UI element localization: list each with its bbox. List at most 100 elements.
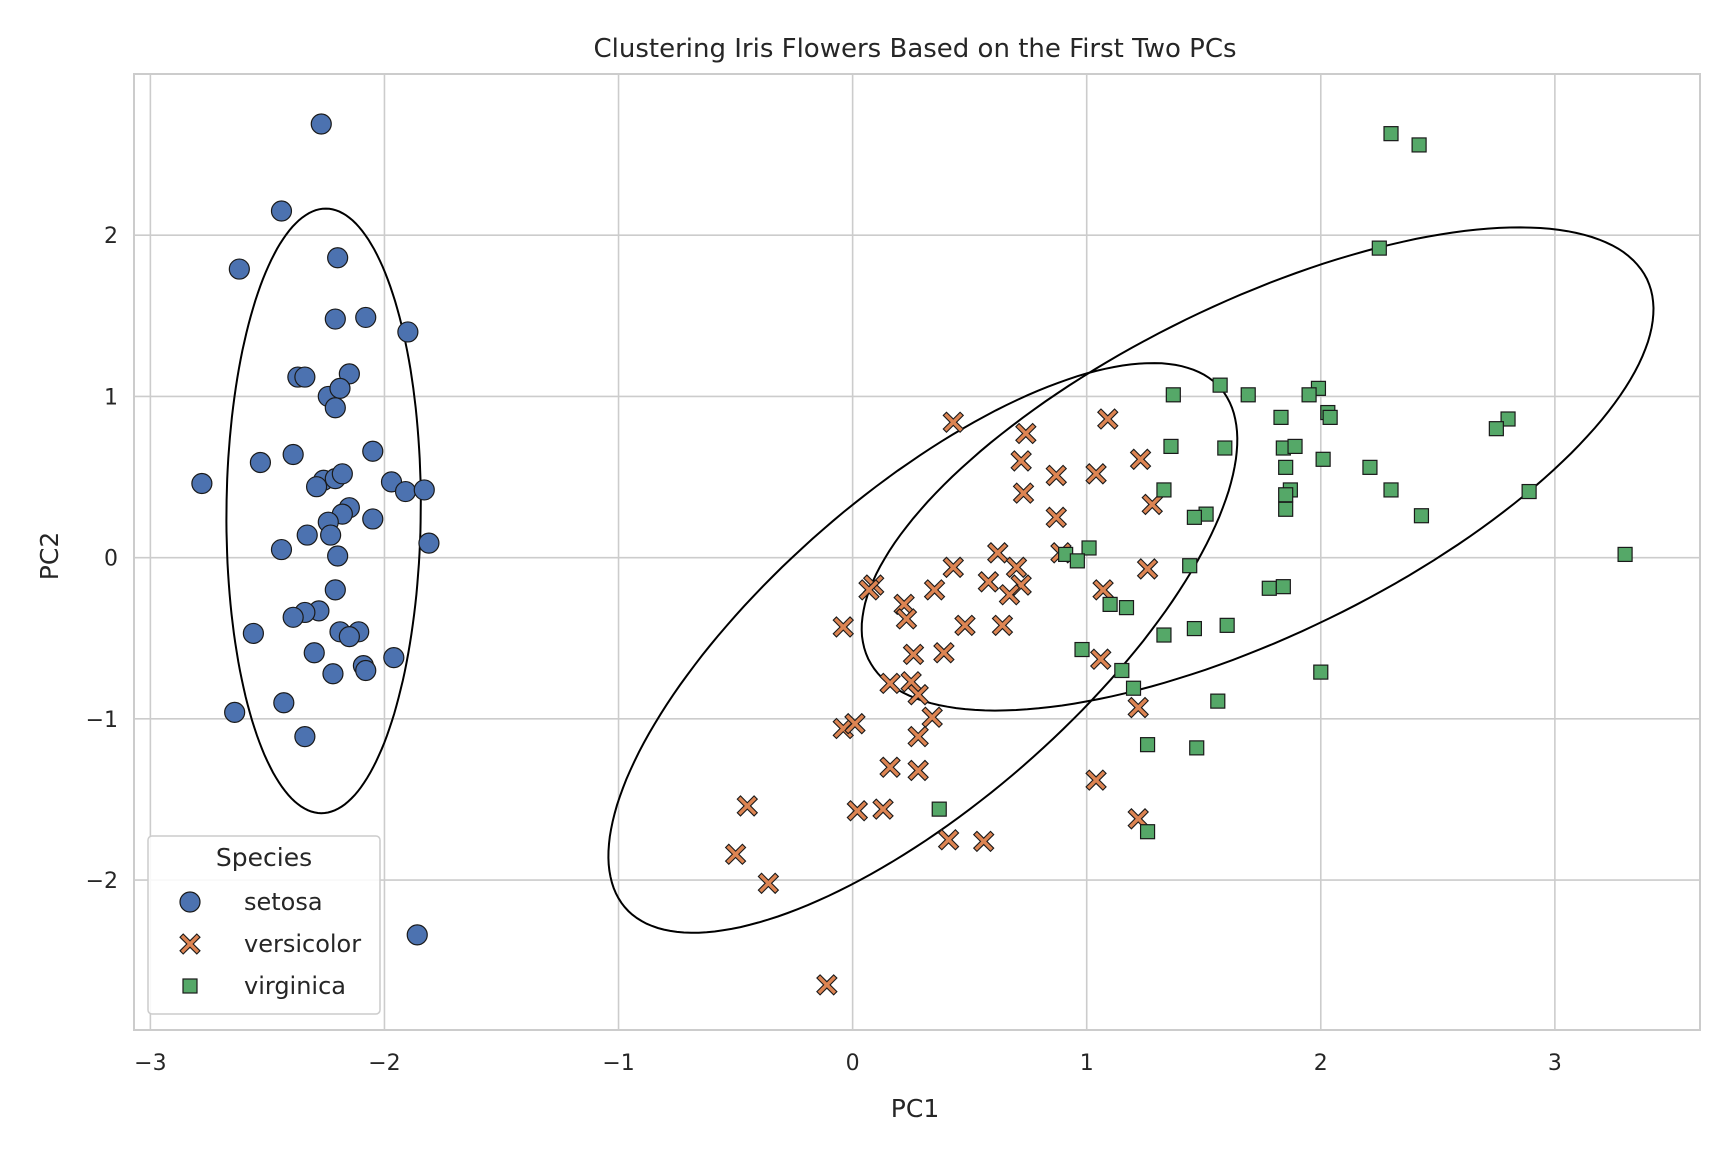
x-tick-label: −1 <box>602 1051 634 1076</box>
virginica-point <box>1186 509 1202 525</box>
setosa-point <box>249 451 272 474</box>
versicolor-point <box>858 579 880 601</box>
x-tick-label: 3 <box>1548 1051 1562 1076</box>
virginica-point <box>1362 459 1378 475</box>
setosa-point <box>418 532 440 554</box>
virginica-point <box>931 801 947 817</box>
virginica-point <box>1156 627 1172 643</box>
setosa-point <box>270 538 293 561</box>
versicolor-point <box>1010 450 1032 472</box>
setosa-point <box>329 377 351 399</box>
versicolor-point <box>921 706 943 729</box>
versicolor-point <box>879 672 901 695</box>
setosa-point <box>331 463 353 485</box>
virginica-point <box>1118 600 1135 616</box>
setosa-point <box>282 443 304 466</box>
virginica-point <box>1383 126 1399 142</box>
x-tick-label: 2 <box>1314 1051 1328 1076</box>
setosa-point <box>324 308 346 330</box>
virginica-point <box>1371 240 1387 256</box>
virginica-point <box>1219 617 1235 633</box>
versicolor-point <box>907 683 929 706</box>
versicolor-point <box>933 641 955 664</box>
versicolor-point <box>736 795 759 817</box>
plot-frame <box>133 73 1701 1031</box>
setosa-point <box>413 479 435 501</box>
virginica-point <box>1210 693 1226 709</box>
setosa-point <box>296 524 318 546</box>
versicolor-point <box>977 571 1000 593</box>
virginica-point <box>1521 483 1537 500</box>
versicolor-point <box>907 759 929 782</box>
setosa-point <box>397 321 419 343</box>
setosa-point <box>322 663 344 685</box>
y-tick-label: 1 <box>104 385 118 410</box>
axes-frame <box>133 73 1701 1031</box>
virginica-point <box>1275 579 1291 595</box>
legend-marker-setosa <box>179 891 201 913</box>
virginica-point <box>1315 451 1331 467</box>
versicolor-point <box>902 643 925 666</box>
setosa-point <box>310 113 332 135</box>
virginica-point <box>1125 680 1142 696</box>
virginica-point <box>1163 438 1179 455</box>
versicolor-point <box>954 614 976 637</box>
versicolor-point <box>937 828 960 851</box>
legend-marker-versicolor <box>179 933 201 955</box>
virginica-point <box>1278 501 1294 517</box>
virginica-point <box>1102 596 1118 612</box>
versicolor-point <box>844 712 866 735</box>
virginica-point <box>1261 580 1277 596</box>
setosa-point <box>320 524 342 546</box>
setosa-point <box>242 622 264 645</box>
x-tick-label: 0 <box>846 1051 860 1076</box>
virginica-point <box>1139 824 1156 840</box>
versicolor-point <box>942 556 965 579</box>
versicolor-point <box>1085 463 1107 485</box>
data-points <box>191 113 1633 996</box>
virginica-point <box>1301 387 1317 403</box>
setosa-point <box>362 440 384 462</box>
virginica-point <box>1156 482 1172 498</box>
versicolor-point <box>923 579 946 601</box>
versicolor-point <box>1129 448 1152 471</box>
versicolor-point <box>895 608 918 630</box>
setosa-point <box>273 692 295 714</box>
versicolor-point <box>846 799 869 822</box>
virginica-point <box>1139 737 1156 753</box>
versicolor-point <box>1136 558 1159 580</box>
legend-label-setosa: setosa <box>244 888 323 916</box>
versicolor-point <box>1015 422 1037 445</box>
virginica-point <box>1383 482 1399 498</box>
setosa-point <box>191 472 213 495</box>
x-axis-ticks: −3 −2 −1 0 1 2 3 <box>134 1051 1562 1076</box>
virginica-point <box>1182 558 1198 574</box>
legend-marker-virginica <box>182 978 198 994</box>
versicolor-point <box>1127 696 1149 719</box>
setosa-point <box>324 579 346 601</box>
setosa-point <box>294 725 316 748</box>
versicolor-point <box>1012 482 1035 504</box>
virginica-point <box>1069 553 1085 569</box>
virginica-point <box>1278 487 1294 503</box>
x-tick-label: −3 <box>134 1051 166 1076</box>
setosa-point <box>383 646 405 669</box>
y-tick-label: −1 <box>86 708 118 733</box>
setosa-point <box>338 626 360 648</box>
versicolor-point <box>872 798 894 820</box>
versicolor-point <box>1005 556 1028 579</box>
virginica-point <box>1212 377 1228 393</box>
versicolor-point <box>991 614 1014 637</box>
versicolor-point <box>986 542 1009 564</box>
legend-title: Species <box>216 843 312 872</box>
legend-label-versicolor: versicolor <box>244 930 361 958</box>
setosa-point <box>282 606 304 628</box>
y-tick-label: 0 <box>104 547 118 572</box>
versicolor-point <box>832 616 855 638</box>
virginica-point <box>1217 440 1233 456</box>
legend-label-virginica: virginica <box>244 972 346 1000</box>
virginica-point <box>1488 421 1504 437</box>
setosa-point <box>294 366 316 388</box>
virginica-point <box>1322 409 1338 425</box>
